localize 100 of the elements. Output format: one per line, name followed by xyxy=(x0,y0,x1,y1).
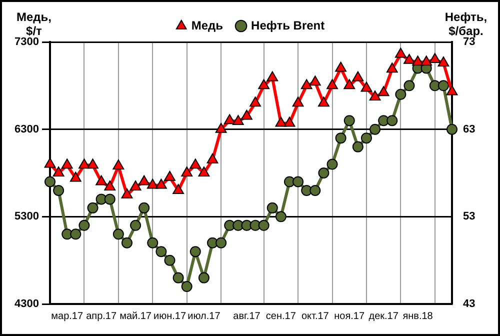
point xyxy=(394,48,406,58)
point xyxy=(250,96,261,107)
point xyxy=(275,211,286,222)
x-tick-label: апр.17 xyxy=(86,310,117,322)
y2-axis-title: Нефть, $/бар. xyxy=(444,10,488,38)
point xyxy=(369,90,381,101)
point xyxy=(112,160,124,170)
point xyxy=(78,158,90,169)
point xyxy=(395,88,406,100)
point xyxy=(181,281,192,292)
point xyxy=(181,166,193,176)
y-tick-label: 4300 xyxy=(14,298,39,310)
point xyxy=(360,82,372,92)
point xyxy=(52,166,64,176)
point xyxy=(172,272,184,284)
point xyxy=(104,194,116,205)
legend-label: Медь xyxy=(191,18,224,32)
point xyxy=(352,141,364,152)
point xyxy=(318,96,330,107)
point xyxy=(70,172,82,182)
point xyxy=(190,246,201,258)
x-tick-label: окт.17 xyxy=(301,310,330,322)
y2-tick-label: 53 xyxy=(463,210,476,223)
point xyxy=(352,71,364,82)
point xyxy=(446,85,458,96)
x-tick-label: мар.17 xyxy=(51,310,84,322)
point xyxy=(309,76,321,86)
point xyxy=(344,115,355,126)
point xyxy=(438,80,449,92)
point xyxy=(420,56,432,66)
point xyxy=(335,132,346,144)
x-tick-label: дек.17 xyxy=(368,310,399,322)
point xyxy=(61,158,73,169)
x-tick-label: ноя.17 xyxy=(334,310,365,322)
point xyxy=(360,132,372,144)
y-axis-title: Медь, $/т xyxy=(16,10,52,38)
legend-label: Нефть Brent xyxy=(251,18,325,32)
point xyxy=(147,237,158,248)
point xyxy=(412,56,424,66)
point xyxy=(164,170,176,181)
point xyxy=(206,153,218,164)
x-tick-label: янв.18 xyxy=(402,310,434,322)
point xyxy=(96,175,108,186)
point xyxy=(190,158,202,169)
point xyxy=(438,56,450,66)
point xyxy=(284,116,296,127)
point xyxy=(335,62,347,72)
y2-tick-label: 73 xyxy=(463,36,476,48)
point xyxy=(198,166,210,176)
point xyxy=(378,86,390,96)
point xyxy=(266,71,278,82)
point xyxy=(258,79,270,90)
point xyxy=(198,272,210,284)
point xyxy=(44,176,56,188)
point xyxy=(53,184,64,196)
y-tick-label: 5300 xyxy=(14,210,39,223)
point xyxy=(138,175,150,186)
point xyxy=(292,96,304,107)
point xyxy=(172,184,184,194)
y2-tick-label: 63 xyxy=(463,123,476,136)
point xyxy=(344,79,356,90)
point xyxy=(232,114,244,125)
point xyxy=(87,158,98,169)
point xyxy=(404,80,415,92)
point xyxy=(155,178,167,189)
point xyxy=(326,158,338,170)
point xyxy=(326,79,338,90)
point xyxy=(275,116,287,127)
point xyxy=(138,202,150,214)
y-tick-label: 6300 xyxy=(14,123,39,136)
point xyxy=(146,178,158,189)
point xyxy=(121,188,133,198)
point xyxy=(446,124,458,135)
point xyxy=(318,168,330,178)
x-tick-label: июн.17 xyxy=(153,310,186,322)
point xyxy=(121,237,132,248)
point xyxy=(404,54,415,64)
point xyxy=(156,246,167,258)
point xyxy=(266,202,278,214)
point xyxy=(386,115,398,126)
point xyxy=(224,114,236,124)
point xyxy=(216,237,227,248)
point xyxy=(215,122,227,133)
point xyxy=(386,62,398,73)
point xyxy=(241,110,252,120)
point xyxy=(370,124,381,135)
point xyxy=(112,228,124,240)
point xyxy=(300,79,312,90)
x-tick-label: сен.17 xyxy=(266,310,296,322)
point xyxy=(429,52,441,63)
point xyxy=(130,180,142,190)
point xyxy=(164,254,176,266)
point xyxy=(87,202,98,214)
point xyxy=(258,220,270,231)
point xyxy=(78,220,90,231)
point xyxy=(310,184,321,196)
point xyxy=(70,228,82,240)
point xyxy=(130,220,142,231)
x-tick-label: июл.17 xyxy=(188,310,221,322)
x-tick-label: авг.17 xyxy=(233,310,261,322)
